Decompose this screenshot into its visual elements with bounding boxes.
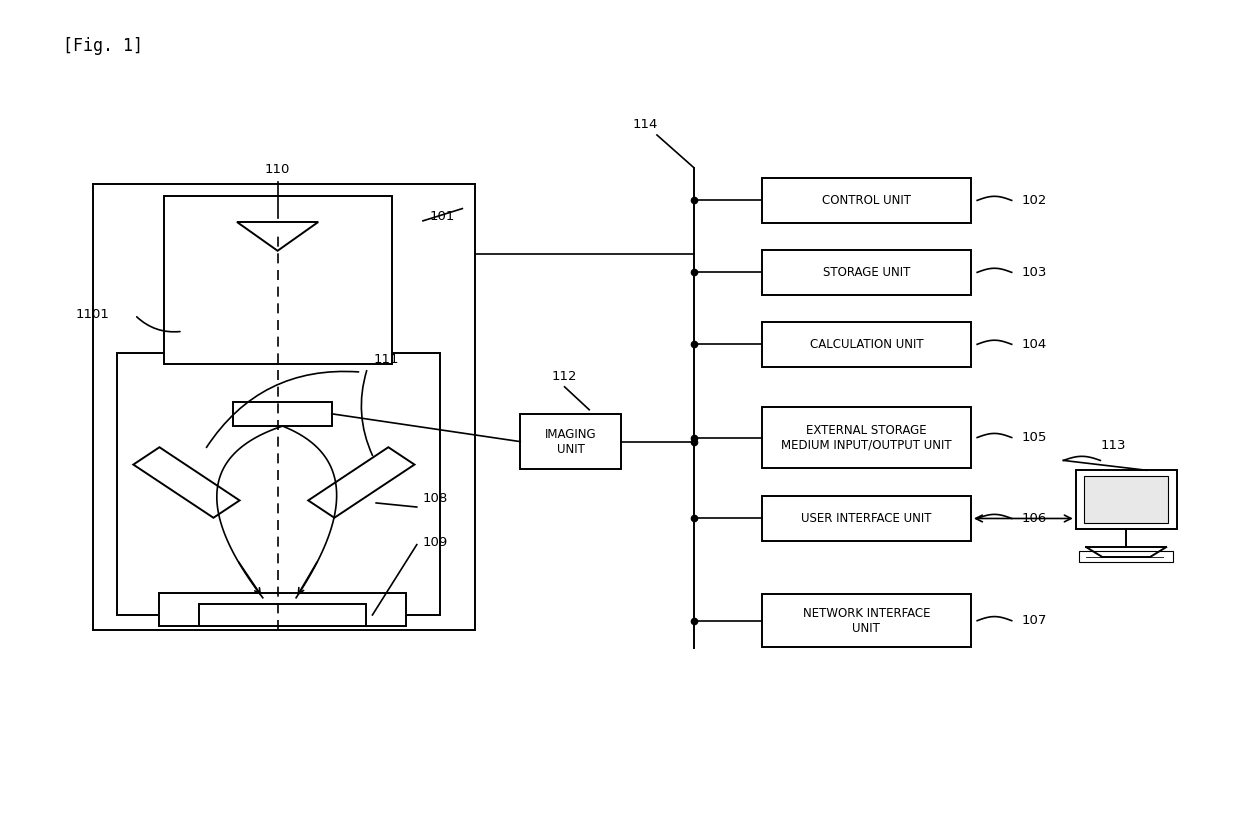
Text: 105: 105 [1022,431,1047,444]
Text: 112: 112 [552,370,578,382]
Bar [93,184,475,629]
Bar [233,401,332,426]
Bar [761,178,971,223]
Bar [1079,551,1173,562]
Text: 109: 109 [423,536,448,548]
Text: USER INTERFACE UNIT: USER INTERFACE UNIT [801,512,931,525]
Text: NETWORK INTERFACE
UNIT: NETWORK INTERFACE UNIT [802,606,930,634]
Text: 101: 101 [429,211,455,223]
Text: 111: 111 [373,354,399,367]
Text: 103: 103 [1022,266,1047,279]
Bar [761,250,971,295]
Bar [1084,476,1168,524]
Bar [521,414,621,469]
Text: IMAGING
UNIT: IMAGING UNIT [544,428,596,456]
Bar [164,197,392,364]
Text: EXTERNAL STORAGE
MEDIUM INPUT/OUTPUT UNIT: EXTERNAL STORAGE MEDIUM INPUT/OUTPUT UNI… [781,424,951,452]
Text: CALCULATION UNIT: CALCULATION UNIT [810,338,923,351]
Text: 108: 108 [423,492,448,506]
Bar [761,594,971,648]
Bar [761,496,971,541]
Text: 110: 110 [265,163,290,176]
Text: 113: 113 [1100,439,1126,453]
Text: 106: 106 [1022,512,1047,525]
Bar [118,354,440,615]
Bar [198,605,366,625]
Bar [761,322,971,367]
Bar [160,593,405,625]
Text: 102: 102 [1022,194,1047,206]
Text: 104: 104 [1022,338,1047,351]
Text: 114: 114 [632,118,657,131]
Text: 107: 107 [1022,615,1047,627]
Bar [1076,470,1177,529]
Text: [Fig. 1]: [Fig. 1] [63,37,144,55]
Text: 1101: 1101 [76,308,109,321]
Bar [761,407,971,468]
Text: STORAGE UNIT: STORAGE UNIT [822,266,910,279]
Text: CONTROL UNIT: CONTROL UNIT [822,194,911,206]
